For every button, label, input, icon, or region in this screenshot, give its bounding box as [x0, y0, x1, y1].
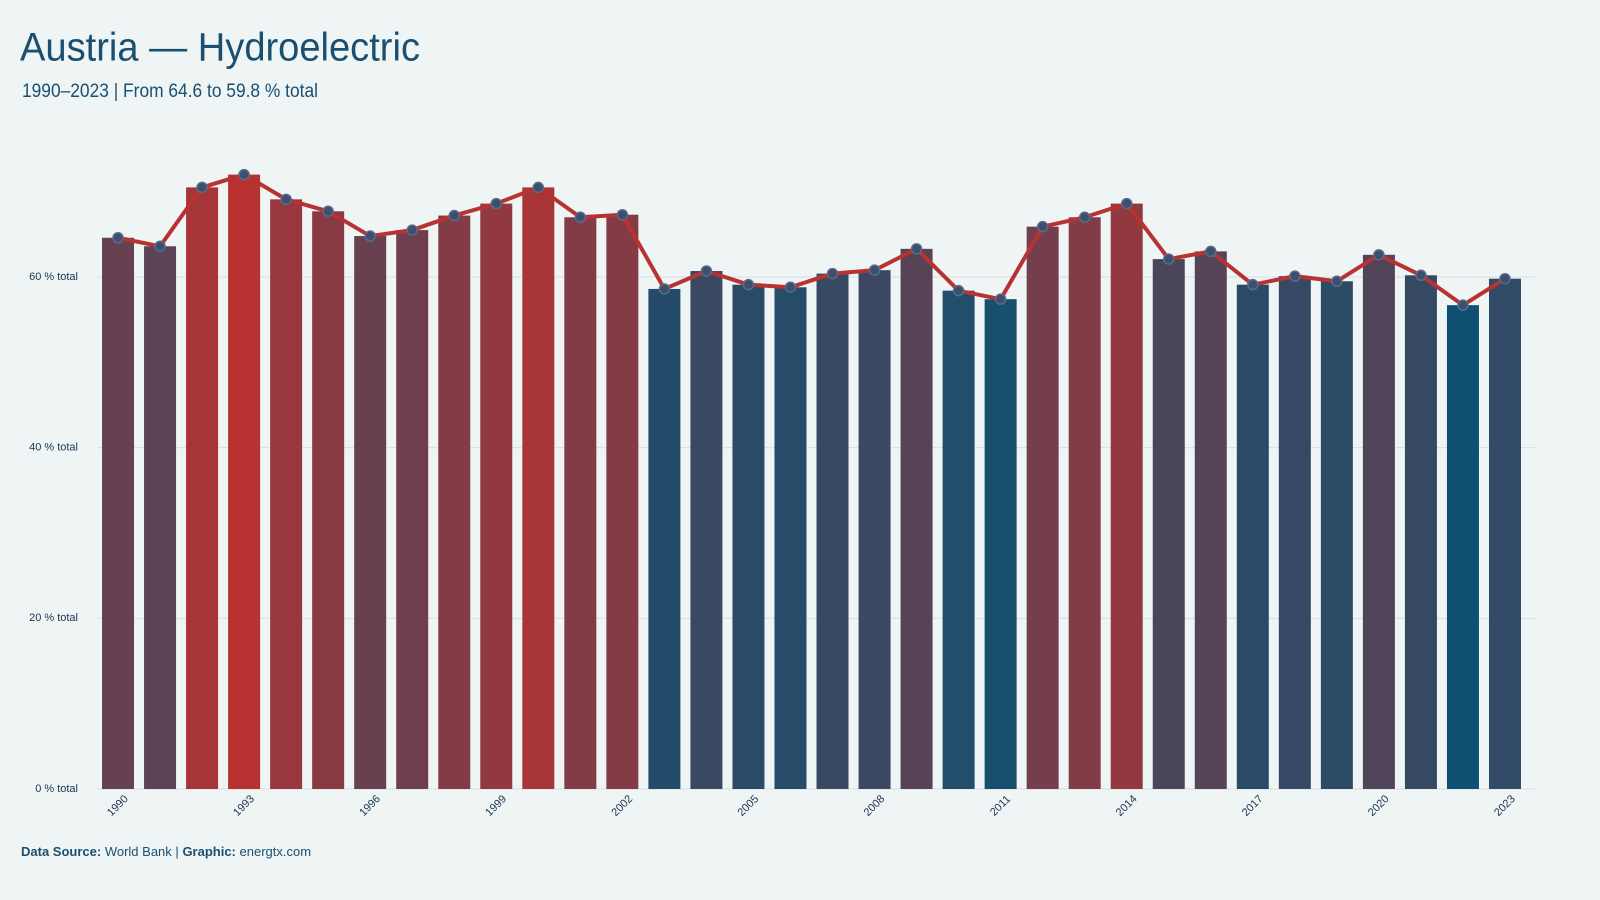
line	[117, 172, 1507, 308]
bar	[102, 237, 135, 789]
graphic-label: Graphic:	[182, 844, 235, 859]
footer: Data Source: World Bank | Graphic: energ…	[21, 844, 311, 859]
y-tick-label: 60 % total	[29, 271, 78, 283]
point	[1163, 253, 1175, 265]
point	[784, 281, 797, 293]
bar	[396, 230, 429, 790]
bar	[774, 287, 807, 789]
bar	[270, 199, 303, 789]
point	[910, 243, 923, 255]
y-tick-label: 40 % total	[29, 442, 78, 454]
point	[490, 197, 503, 210]
bar	[144, 246, 177, 789]
point	[280, 193, 292, 206]
point	[532, 181, 545, 194]
point	[1247, 278, 1259, 291]
bar	[690, 271, 723, 789]
bar	[480, 203, 513, 789]
point	[1078, 211, 1091, 224]
bar	[984, 299, 1017, 789]
bar	[312, 211, 345, 789]
point	[406, 224, 418, 236]
point	[1036, 220, 1049, 233]
point	[1499, 272, 1511, 285]
point	[658, 283, 671, 295]
point	[868, 264, 881, 276]
bar	[816, 273, 849, 789]
bar	[1152, 259, 1185, 790]
point	[154, 240, 166, 253]
bar	[1278, 276, 1311, 789]
bar	[858, 270, 891, 789]
y-tick-label: 0 % total	[35, 783, 78, 795]
bar	[1194, 251, 1227, 789]
bar	[1110, 203, 1143, 789]
chart-subtitle: 1990–2023 | From 64.6 to 59.8 % total	[22, 81, 318, 102]
point	[322, 205, 334, 218]
bar	[648, 288, 681, 789]
point	[238, 168, 250, 181]
point	[364, 230, 376, 242]
bar	[522, 187, 555, 789]
graphic: energtx.com	[240, 844, 312, 859]
point	[448, 209, 460, 222]
bar	[606, 214, 639, 789]
point	[112, 231, 124, 244]
point	[1373, 249, 1385, 261]
point	[700, 265, 713, 277]
bar	[1236, 284, 1269, 789]
bar	[1320, 281, 1353, 789]
separator: |	[175, 844, 178, 859]
bar	[228, 174, 261, 790]
point	[1205, 245, 1217, 258]
bar	[1404, 275, 1437, 789]
point	[742, 278, 755, 291]
y-tick-label: 20 % total	[29, 612, 78, 624]
point	[196, 181, 208, 194]
bar	[1446, 305, 1479, 789]
point	[574, 211, 587, 224]
point	[952, 284, 965, 297]
point	[616, 208, 629, 221]
point	[994, 293, 1007, 305]
point	[1289, 270, 1301, 282]
chart-title: Austria — Hydroelectric	[20, 26, 420, 70]
bar	[1488, 278, 1521, 789]
bar	[732, 284, 765, 789]
bar	[942, 290, 975, 789]
point	[1331, 275, 1343, 288]
bar	[564, 217, 597, 789]
point	[1457, 299, 1469, 311]
bar	[900, 248, 933, 790]
point	[826, 267, 839, 280]
bar	[1362, 254, 1395, 789]
point	[1415, 269, 1427, 282]
bar	[1026, 226, 1059, 790]
bar	[438, 215, 471, 789]
source: World Bank	[105, 844, 172, 859]
source-label: Data Source:	[21, 844, 101, 859]
point	[1120, 197, 1133, 210]
bar	[354, 236, 387, 790]
bar	[186, 187, 219, 789]
bar	[1068, 217, 1101, 789]
